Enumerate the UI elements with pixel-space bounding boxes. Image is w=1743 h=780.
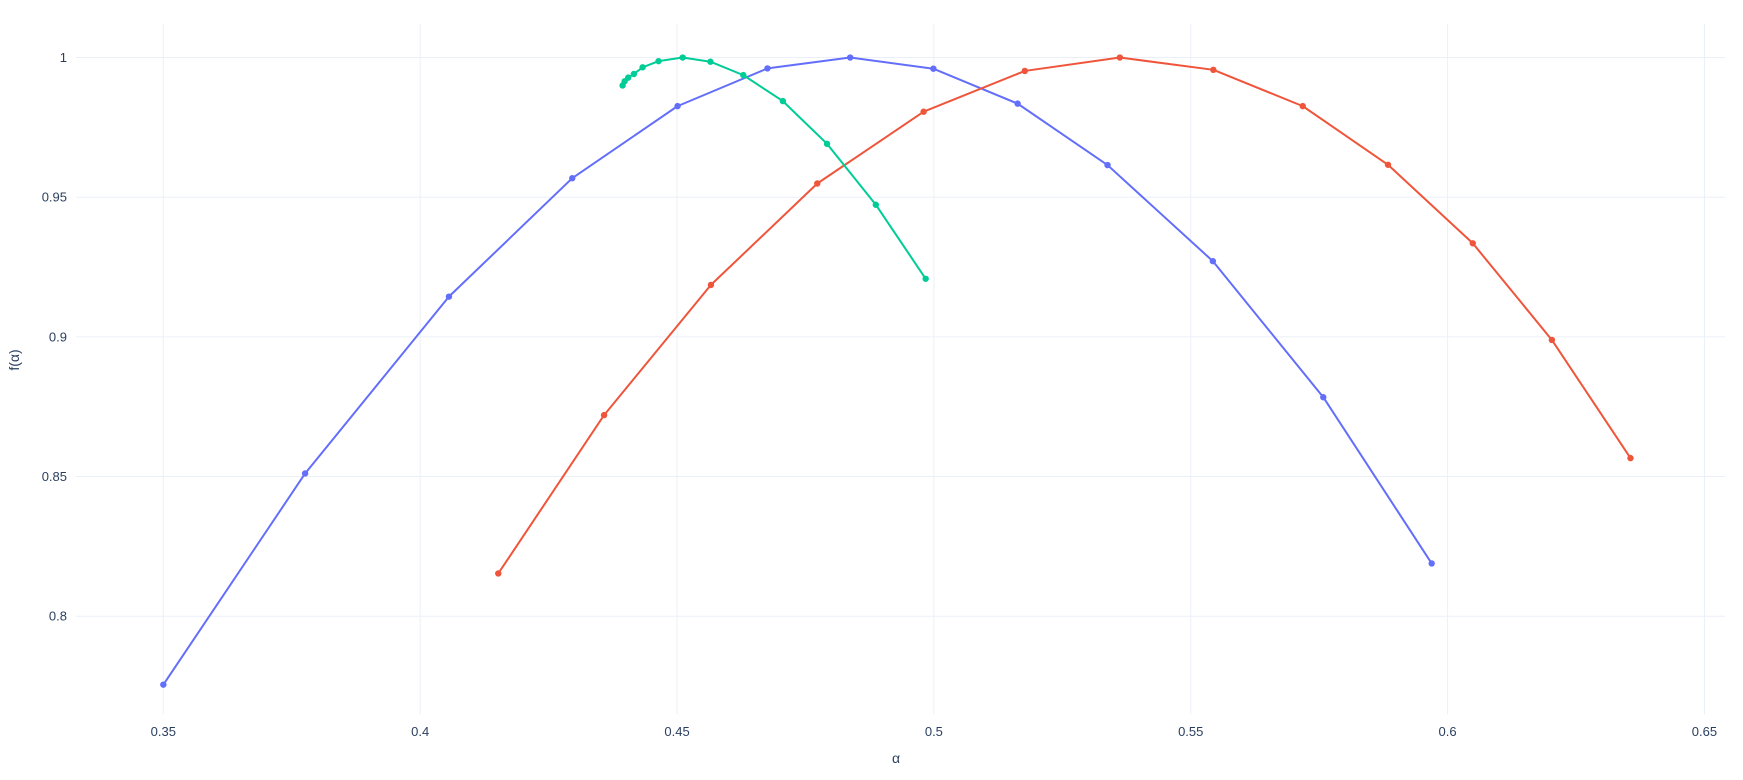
data-point[interactable]: [1014, 100, 1021, 107]
x-tick-label: 0.65: [1692, 724, 1717, 739]
data-point[interactable]: [1320, 394, 1327, 401]
data-point[interactable]: [569, 175, 576, 182]
data-point[interactable]: [823, 140, 831, 148]
data-point[interactable]: [846, 54, 854, 61]
y-tick-label: 0.95: [42, 190, 67, 205]
data-point[interactable]: [1384, 161, 1392, 168]
data-point[interactable]: [707, 281, 715, 289]
y-tick-label: 1: [60, 50, 67, 65]
x-tick-label: 0.6: [1439, 724, 1457, 739]
data-point[interactable]: [679, 54, 686, 61]
data-point[interactable]: [1021, 67, 1029, 75]
data-point[interactable]: [920, 108, 927, 115]
x-tick-label: 0.5: [925, 724, 943, 739]
y-tick-label: 0.85: [42, 469, 67, 484]
data-point[interactable]: [1116, 54, 1124, 61]
grid-lines: [76, 24, 1725, 714]
series-1: [160, 54, 1435, 688]
data-point[interactable]: [814, 180, 821, 187]
series-2: [495, 54, 1634, 577]
y-axis-ticks: 0.8 0.85 0.9 0.95 1: [42, 50, 67, 624]
data-point[interactable]: [779, 97, 787, 105]
data-point[interactable]: [764, 65, 771, 72]
data-point[interactable]: [872, 201, 880, 208]
data-point[interactable]: [1428, 560, 1435, 567]
series-line: [621, 56, 927, 280]
data-point[interactable]: [930, 65, 937, 72]
data-point[interactable]: [1209, 257, 1217, 265]
data-point[interactable]: [1627, 454, 1634, 462]
y-axis-title: f(α): [6, 349, 22, 370]
x-axis-title: α: [892, 750, 900, 766]
data-point[interactable]: [495, 570, 502, 577]
x-axis-ticks: 0.35 0.4 0.45 0.5 0.55 0.6 0.65: [151, 724, 1717, 739]
series-layer: [160, 54, 1634, 688]
data-point[interactable]: [630, 70, 638, 78]
data-point[interactable]: [1210, 66, 1217, 74]
data-point[interactable]: [160, 681, 167, 688]
x-tick-label: 0.4: [411, 724, 429, 739]
series-line: [162, 56, 1433, 686]
data-point[interactable]: [922, 275, 929, 282]
data-point[interactable]: [625, 74, 632, 81]
series-3: [619, 54, 929, 282]
x-tick-label: 0.35: [151, 724, 176, 739]
x-tick-label: 0.55: [1178, 724, 1203, 739]
y-tick-label: 0.9: [49, 329, 67, 344]
data-point[interactable]: [1548, 336, 1556, 344]
data-point[interactable]: [639, 64, 646, 71]
data-point[interactable]: [674, 102, 681, 110]
data-point[interactable]: [1469, 240, 1476, 247]
data-point[interactable]: [655, 57, 662, 65]
data-point[interactable]: [740, 71, 747, 79]
data-point[interactable]: [301, 470, 309, 477]
data-point[interactable]: [445, 293, 453, 300]
y-tick-label: 0.8: [49, 609, 67, 624]
data-point[interactable]: [707, 58, 714, 65]
data-point[interactable]: [1104, 161, 1111, 169]
data-point[interactable]: [1299, 102, 1306, 110]
data-point[interactable]: [600, 411, 608, 419]
x-tick-label: 0.45: [664, 724, 689, 739]
